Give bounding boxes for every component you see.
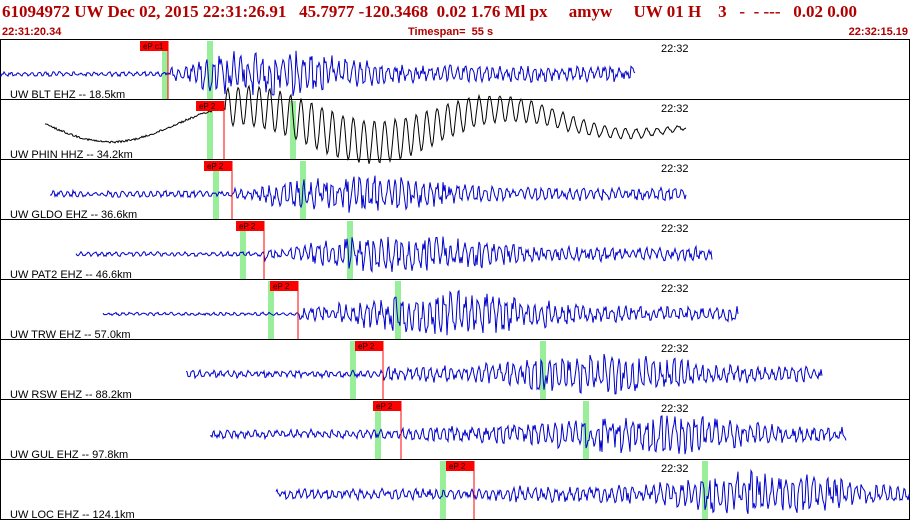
time-tick-label: 22:32: [661, 103, 689, 115]
waveform: [0, 50, 636, 97]
trace-frame: [0, 339, 910, 400]
phase-marker: [207, 41, 213, 99]
station-label: UW GLDO EHZ -- 36.6km: [10, 209, 137, 221]
station-label: UW TRW EHZ -- 57.0km: [10, 329, 131, 341]
waveform: [185, 353, 823, 395]
pick-flag[interactable]: [196, 101, 224, 111]
pick-flag[interactable]: [270, 281, 298, 291]
station-label: UW BLT EHZ -- 18.5km: [10, 89, 125, 101]
time-tick-label: 22:32: [661, 163, 689, 175]
station-label: UW PAT2 EHZ -- 46.6km: [10, 269, 132, 281]
time-tick-label: 22:32: [661, 403, 689, 415]
trace-row[interactable]: eP 2 22:32 UW PAT2 EHZ -- 46.6km: [0, 219, 910, 282]
phase-marker: [207, 101, 213, 159]
trace-frame: [0, 99, 910, 160]
station-label: UW LOC EHZ -- 124.1km: [10, 509, 135, 520]
trace-frame: [0, 219, 910, 280]
pick-flag[interactable]: [373, 401, 401, 411]
trace-frame: [0, 39, 910, 100]
phase-marker: [375, 401, 381, 459]
pick-flag[interactable]: [236, 221, 264, 231]
time-tick-label: 22:32: [661, 463, 689, 475]
phase-marker: [268, 281, 274, 339]
time-tick-label: 22:32: [661, 43, 689, 55]
pick-label: eP 2: [273, 282, 290, 291]
pick-flag[interactable]: [140, 41, 168, 51]
trace-row[interactable]: eP 2 22:32 UW GLDO EHZ -- 36.6km: [0, 159, 910, 222]
end-time: 22:32:15.19: [848, 26, 908, 38]
timespan: Timespan= 55 s: [408, 26, 494, 38]
pick-label: eP 2: [199, 102, 216, 111]
time-tick-label: 22:32: [661, 343, 689, 355]
waveform: [275, 468, 910, 515]
pick-label: eP 2: [239, 222, 256, 231]
pick-label: eP 2: [358, 342, 375, 351]
pick-label: eP 2: [376, 402, 393, 411]
seismogram-panel[interactable]: eP c1 22:32 UW BLT EHZ -- 18.5km eP 2 22:32 U…: [0, 39, 910, 520]
pick-label: eP 2: [449, 462, 466, 471]
trace-row[interactable]: eP 2 22:32 UW GUL EHZ -- 97.8km: [0, 399, 910, 462]
waveform: [209, 415, 847, 455]
pick-label: eP 2: [207, 162, 224, 171]
phase-marker: [702, 461, 708, 519]
time-tick-label: 22:32: [661, 283, 689, 295]
pick-flag[interactable]: [446, 461, 474, 471]
phase-marker: [347, 221, 353, 279]
pick-flag[interactable]: [204, 161, 232, 171]
event-title: 61094972 UW Dec 02, 2015 22:31:26.91 45.…: [2, 2, 857, 21]
phase-marker: [240, 221, 246, 279]
waveform: [102, 289, 739, 336]
time-tick-label: 22:32: [661, 223, 689, 235]
station-label: UW RSW EHZ -- 88.2km: [10, 389, 132, 401]
start-time: 22:31:20.34: [2, 26, 62, 38]
phase-marker: [583, 401, 589, 459]
station-label: UW PHIN HHZ -- 34.2km: [10, 149, 133, 161]
pick-label: eP c1: [143, 42, 164, 51]
waveform: [75, 236, 713, 273]
header-bar: 61094972 UW Dec 02, 2015 22:31:26.91 45.…: [0, 0, 910, 40]
trace-row[interactable]: eP 2 22:32 UW LOC EHZ -- 124.1km: [0, 459, 910, 520]
trace-row[interactable]: eP 2 22:32 UW TRW EHZ -- 57.0km: [0, 279, 910, 342]
phase-marker: [395, 281, 401, 339]
trace-frame: [0, 279, 910, 340]
phase-marker: [213, 161, 219, 219]
station-label: UW GUL EHZ -- 97.8km: [10, 449, 128, 461]
trace-row[interactable]: eP 2 22:32 UW RSW EHZ -- 88.2km: [0, 339, 910, 402]
trace-row[interactable]: eP 2 22:32 UW PHIN HHZ -- 34.2km: [0, 84, 910, 164]
pick-flag[interactable]: [355, 341, 383, 351]
waveform: [44, 84, 687, 164]
phase-marker: [290, 101, 296, 159]
trace-row[interactable]: eP c1 22:32 UW BLT EHZ -- 18.5km: [0, 39, 910, 102]
waveform: [49, 175, 687, 213]
phase-marker: [162, 41, 168, 99]
